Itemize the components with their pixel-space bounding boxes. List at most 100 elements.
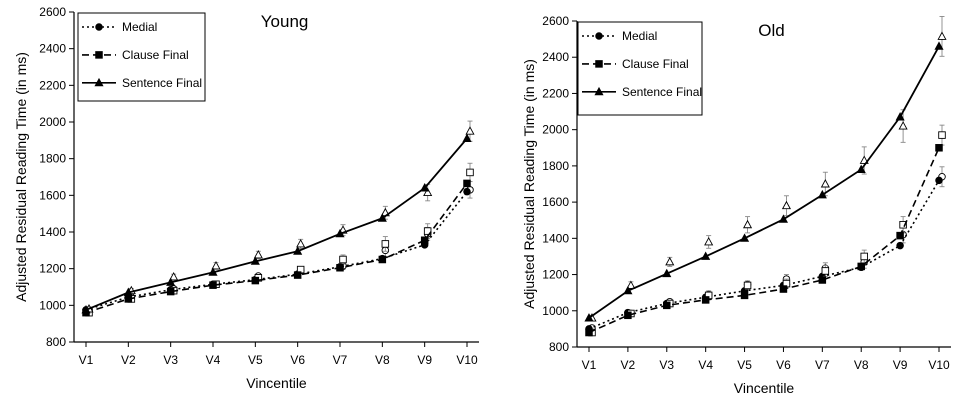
x-axis-title: Vincentile: [734, 380, 795, 396]
chart-title: Old: [758, 21, 784, 40]
y-axis-title: Adjusted Residual Reading Time (in ms): [521, 59, 537, 309]
x-tick-label: V8: [854, 358, 869, 372]
observed-point: [169, 271, 179, 281]
y-tick-label: 1200: [39, 262, 66, 276]
observed-point: [211, 260, 221, 270]
y-tick-label: 1400: [39, 225, 66, 239]
legend-label: Clause Final: [122, 48, 189, 62]
data-point: [818, 276, 827, 284]
observed-point: [899, 220, 907, 229]
chart-title: Young: [261, 12, 309, 31]
observed-point: [781, 200, 792, 210]
x-tick-label: V7: [333, 353, 348, 367]
data-point: [817, 189, 827, 199]
data-point: [293, 271, 302, 279]
observed-point: [743, 281, 752, 290]
observed-point: [381, 240, 390, 248]
x-tick-label: V2: [121, 353, 136, 367]
x-tick-label: V5: [737, 358, 752, 372]
y-tick-label: 2400: [542, 50, 569, 64]
x-tick-label: V4: [206, 353, 221, 367]
data-point: [463, 187, 471, 196]
series-circle: [585, 166, 946, 333]
observed-point: [665, 256, 675, 266]
x-tick-label: V9: [417, 353, 432, 367]
data-point: [209, 281, 217, 289]
legend-label: Sentence Final: [622, 85, 702, 99]
x-tick-label: V2: [621, 358, 636, 372]
data-point: [420, 236, 429, 244]
observed-point: [339, 255, 347, 264]
data-point: [584, 313, 594, 322]
data-point: [935, 144, 943, 152]
observed-point: [423, 187, 433, 197]
x-tick-label: V10: [928, 358, 950, 372]
y-tick-label: 1200: [542, 268, 569, 282]
x-tick-label: V3: [163, 353, 178, 367]
data-point: [250, 256, 260, 265]
data-point: [895, 112, 905, 121]
observed-point: [937, 31, 947, 40]
data-point: [166, 287, 175, 296]
data-point: [378, 255, 387, 264]
chart-1: 800 1000 1200 1400 1600 1800 2000 2200 2400 2600 V…: [521, 14, 951, 396]
observed-point: [898, 121, 908, 130]
x-tick-label: V10: [456, 353, 478, 367]
x-tick-label: V6: [290, 353, 305, 367]
data-point: [662, 268, 672, 278]
x-tick-label: V9: [893, 358, 908, 372]
x-tick-label: V1: [79, 353, 94, 367]
legend-marker: [95, 51, 103, 59]
observed-point: [704, 237, 714, 246]
data-point: [208, 267, 218, 276]
y-tick-label: 1000: [39, 298, 66, 312]
series-line: [588, 179, 940, 330]
y-tick-label: 2400: [39, 42, 66, 56]
legend: Medial Clause Final Sentence Final: [77, 12, 206, 102]
x-axis-title: Vincentile: [246, 375, 307, 391]
y-tick-label: 800: [549, 340, 569, 354]
observed-point: [423, 227, 432, 235]
data-point: [377, 213, 387, 222]
data-point: [251, 276, 260, 285]
x-tick-label: V5: [248, 353, 263, 367]
data-point: [934, 41, 944, 50]
x-tick-label: V3: [659, 358, 674, 372]
series-square: [82, 162, 474, 317]
legend-label: Sentence Final: [122, 76, 202, 90]
data-point: [420, 183, 430, 192]
y-tick-label: 2200: [542, 86, 569, 100]
observed-point: [253, 249, 263, 259]
data-point: [336, 264, 344, 272]
series-line: [85, 137, 468, 311]
data-point: [124, 295, 133, 303]
y-tick-label: 1400: [542, 231, 569, 245]
chart-0: 800 1000 1200 1400 1600 1800 2000 2200 2400 2600 V…: [13, 5, 479, 391]
data-point: [663, 301, 671, 310]
series-line: [588, 147, 940, 334]
y-tick-label: 800: [46, 335, 66, 349]
observed-point: [938, 131, 946, 139]
data-point: [585, 328, 593, 337]
observed-point: [626, 280, 636, 289]
legend-label: Medial: [622, 29, 657, 43]
observed-point: [820, 179, 830, 188]
legend-marker: [594, 86, 604, 96]
x-tick-label: V7: [815, 358, 830, 372]
observed-point: [821, 267, 830, 275]
legend: Medial Clause Final Sentence Final: [577, 21, 703, 116]
x-tick-label: V6: [776, 358, 791, 372]
observed-point: [466, 168, 474, 177]
legend-label: Medial: [122, 20, 157, 34]
y-tick-label: 1800: [542, 159, 569, 173]
data-point: [293, 246, 303, 255]
data-point: [778, 214, 789, 223]
data-point: [462, 133, 472, 142]
data-point: [856, 164, 866, 173]
y-tick-label: 2000: [542, 123, 569, 137]
data-point: [81, 304, 91, 314]
series-triangle: [81, 120, 475, 314]
data-point: [624, 311, 632, 320]
series-line: [588, 45, 940, 319]
